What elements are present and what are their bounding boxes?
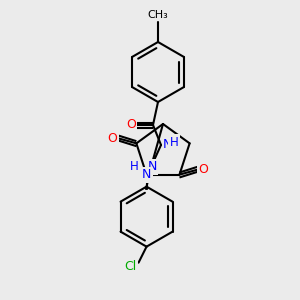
Text: O: O: [199, 163, 208, 176]
Text: N: N: [142, 168, 151, 181]
Text: O: O: [107, 132, 117, 145]
Text: CH₃: CH₃: [148, 10, 168, 20]
Text: O: O: [126, 118, 136, 131]
Text: N: N: [163, 139, 172, 152]
Text: Cl: Cl: [124, 260, 137, 273]
Text: H: H: [130, 160, 139, 173]
Text: H: H: [169, 136, 178, 148]
Text: N: N: [147, 160, 157, 173]
